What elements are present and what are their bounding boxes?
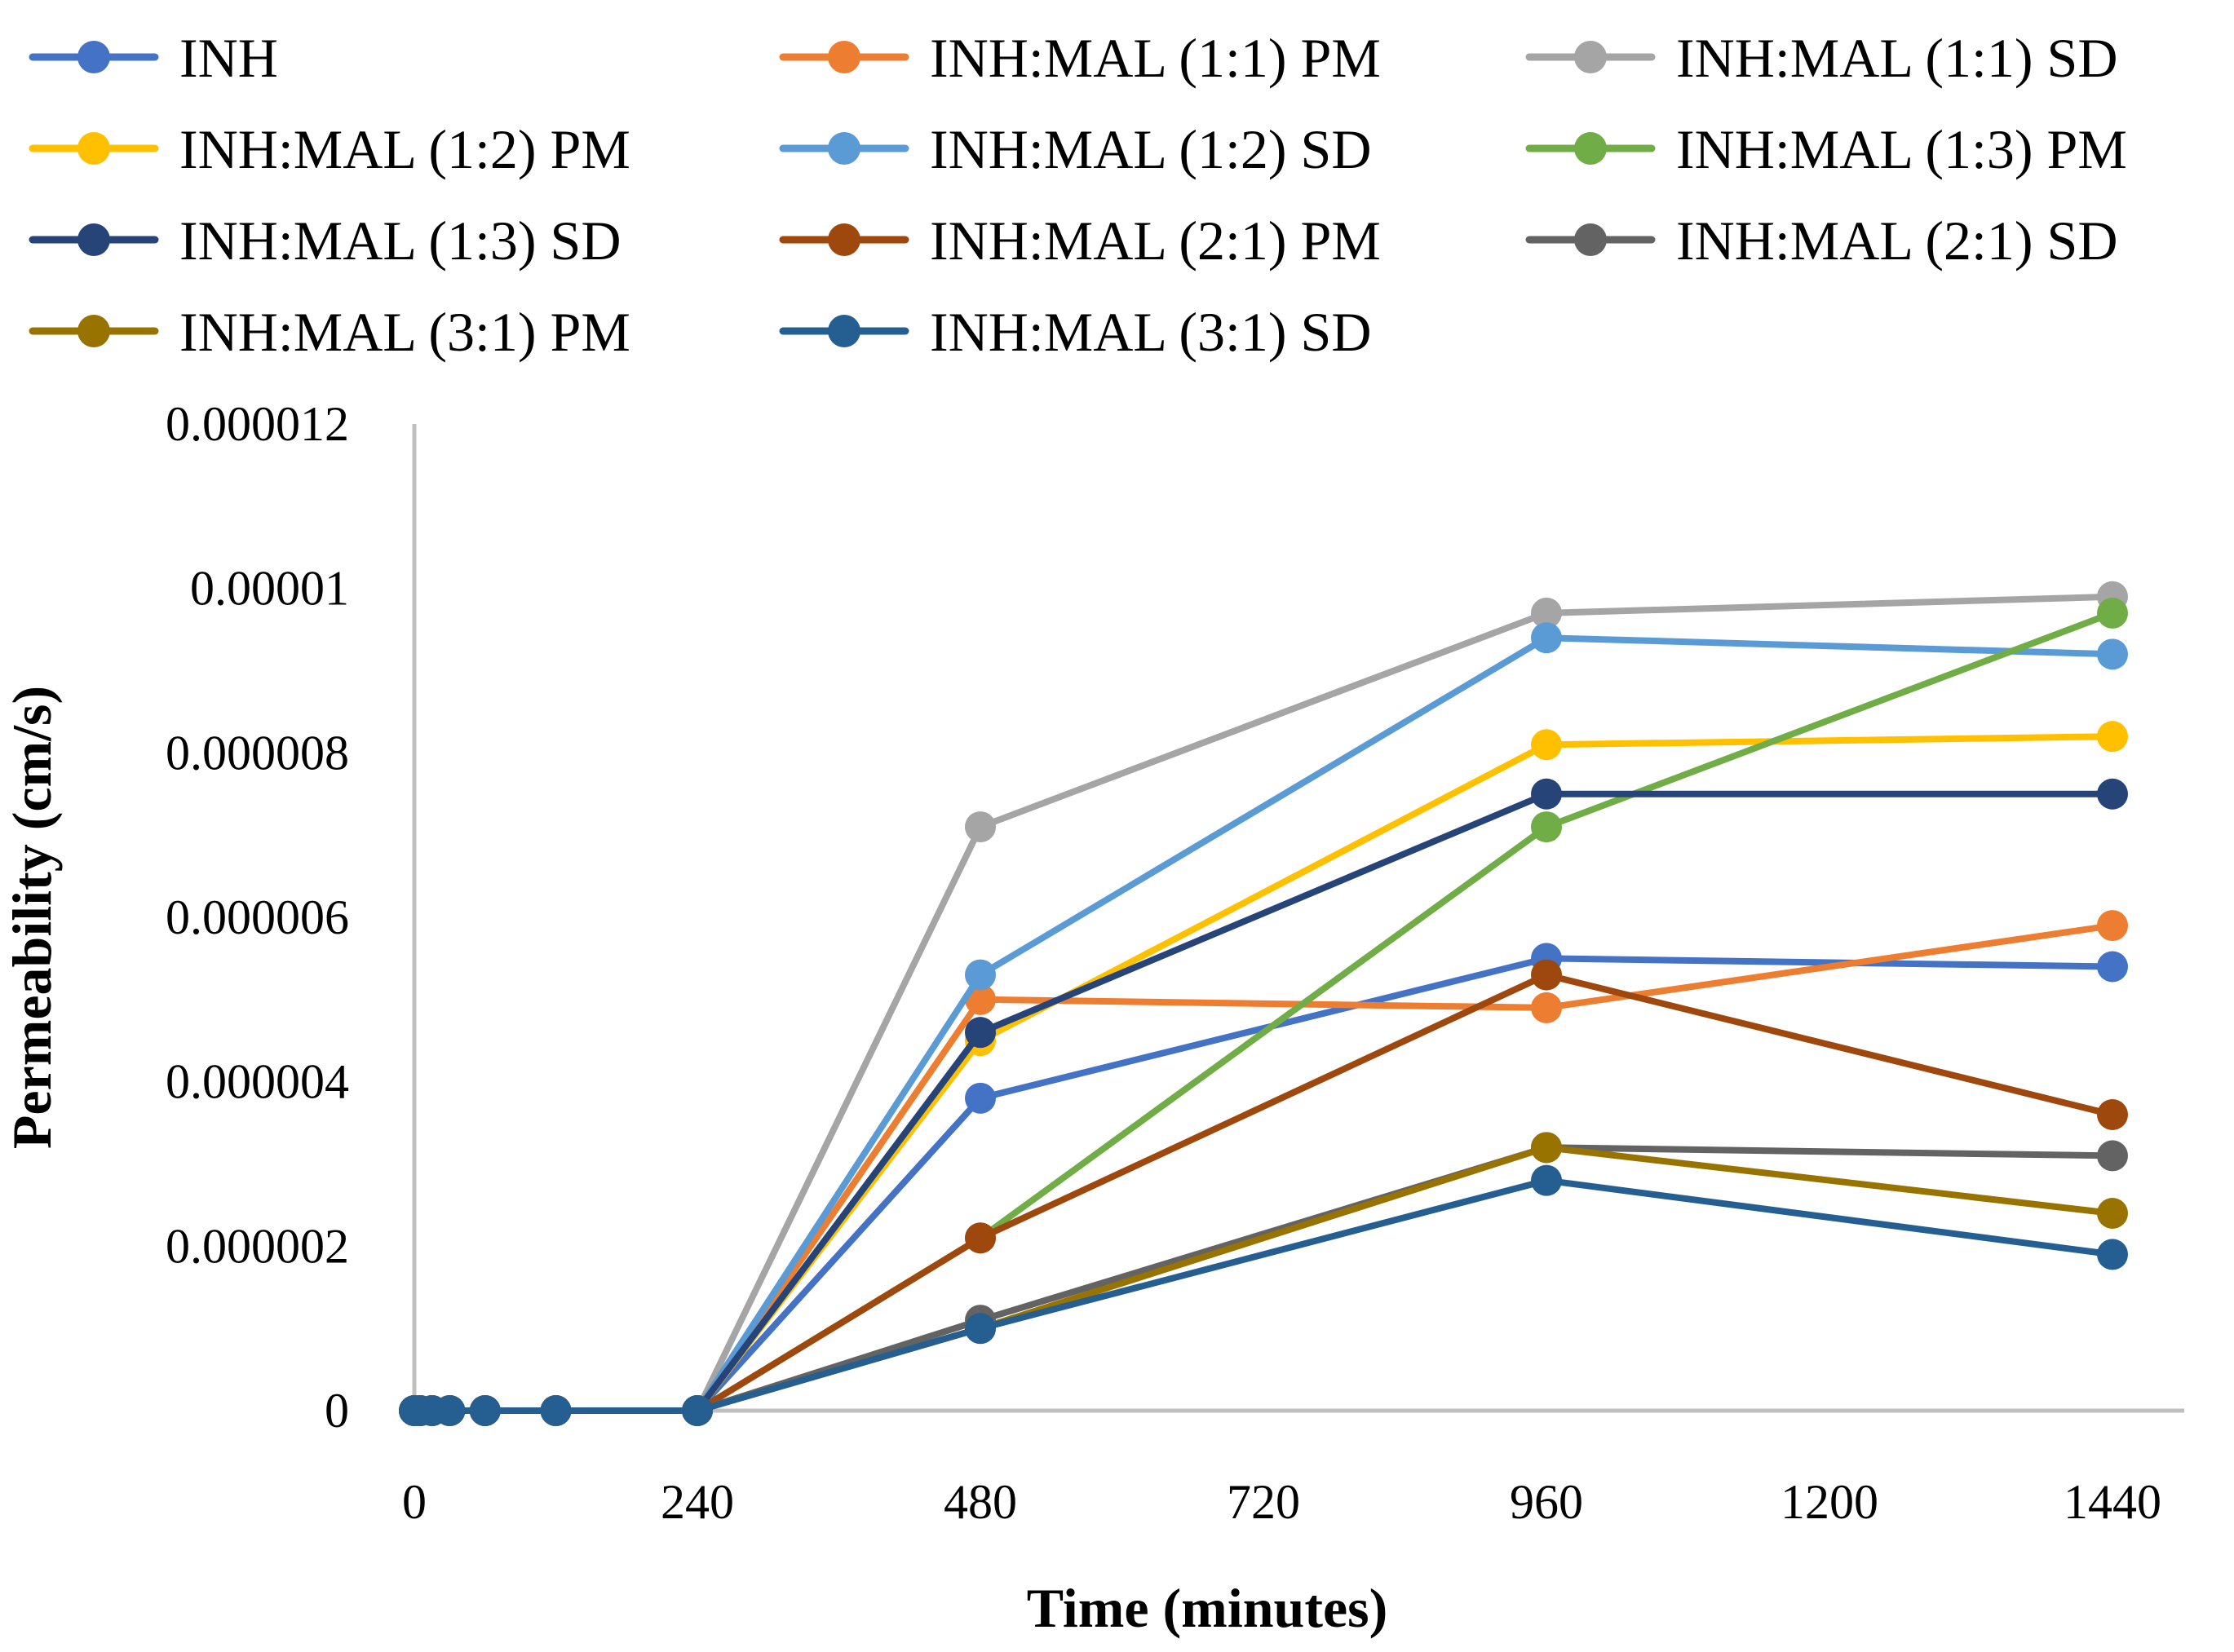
data-point [2097,1198,2128,1229]
data-point [1531,778,1562,810]
data-point [1531,959,1562,991]
legend-marker [828,223,860,256]
data-point [2097,951,2128,983]
x-tick-label: 0 [402,1475,427,1529]
y-tick-label: 0.000006 [166,890,349,944]
series-line [411,609,2116,1414]
legend-item: INH:MAL (1:1) SD [1525,27,2117,89]
data-point [2097,1140,2128,1172]
legend-item: INH:MAL (1:1) PM [779,27,1381,89]
x-axis-title: Time (minutes) [1027,1577,1388,1639]
data-point [2097,638,2128,670]
data-point [965,1313,996,1345]
legend-marker [1574,41,1607,73]
data-point [2097,721,2128,753]
y-tick-label: 0.000008 [166,726,349,780]
legend-marker [1574,223,1607,256]
x-tick-label: 960 [1510,1475,1583,1529]
data-point [1531,597,1562,629]
legend-label: INH:MAL (1:2) PM [179,118,630,180]
series-line [411,790,2116,1414]
x-axis-ticks: 0 240 480 720 960 1200 1440 [402,1475,2161,1529]
series-inh-mal-1-3-sd [399,778,2128,1426]
data-point [2097,597,2128,629]
series-inh-mal-3-1-pm [399,1132,2128,1426]
data-point [2097,1239,2128,1270]
data-point [1531,992,1562,1023]
legend: INH INH:MAL (1:1) PM INH:MAL (1:1) SD INH:M… [29,27,2127,363]
legend-label: INH:MAL (1:1) PM [930,27,1381,89]
data-point [965,959,996,991]
legend-marker [828,132,860,165]
series-inh-mal-2-1-sd [399,1132,2128,1426]
series-line [411,634,2116,1414]
legend-label: INH:MAL (3:1) SD [930,301,1371,363]
x-tick-label: 480 [944,1475,1017,1529]
data-point [965,811,996,843]
y-tick-label: 0 [325,1384,349,1438]
x-tick-label: 1200 [1781,1475,1878,1529]
legend-marker [828,315,860,347]
series-line [411,1144,2116,1414]
series-inh-mal-1-1-pm [399,910,2128,1426]
legend-label: INH:MAL (1:1) SD [1676,27,2117,89]
data-point [2097,910,2128,942]
legend-item: INH:MAL (2:1) PM [779,210,1381,272]
plot-series [399,581,2128,1426]
data-point [2097,778,2128,810]
legend-label: INH:MAL (1:3) PM [1676,118,2127,180]
x-tick-label: 1440 [2064,1475,2161,1529]
data-point [965,1017,996,1049]
legend-item: INH:MAL (1:2) SD [779,118,1371,180]
legend-item: INH:MAL (3:1) SD [779,301,1371,363]
data-point [1531,811,1562,843]
legend-item: INH [29,27,278,89]
legend-marker [77,315,110,347]
data-point [2097,1099,2128,1130]
x-tick-label: 240 [661,1475,734,1529]
legend-marker [1574,132,1607,165]
y-tick-label: 0.000012 [166,397,349,451]
data-point [1531,1164,1562,1196]
legend-item: INH:MAL (1:2) PM [29,118,630,180]
legend-item: INH:MAL (1:3) SD [29,210,621,272]
legend-label: INH:MAL (3:1) PM [179,301,630,363]
data-point [682,1395,713,1426]
series-line [411,733,2116,1414]
legend-marker [77,132,110,165]
data-point [1531,622,1562,654]
legend-label: INH:MAL (2:1) PM [930,210,1381,272]
legend-item: INH:MAL (2:1) SD [1525,210,2117,272]
series-inh-mal-1-2-pm [399,721,2128,1426]
legend-item: INH:MAL (3:1) PM [29,301,630,363]
data-point [1531,1132,1562,1164]
y-tick-label: 0.000004 [166,1055,349,1109]
data-point [1531,729,1562,761]
legend-label: INH:MAL (1:3) SD [179,210,621,272]
series-inh-mal-3-1-sd [399,1164,2128,1426]
y-tick-label: 0.00001 [190,562,349,616]
data-point [965,1082,996,1114]
legend-item: INH:MAL (1:3) PM [1525,118,2127,180]
legend-marker [77,223,110,256]
y-axis-title: Permeability (cm/s) [1,686,63,1149]
x-tick-label: 720 [1227,1475,1300,1529]
legend-marker [828,41,860,73]
data-point [469,1395,501,1426]
legend-label: INH:MAL (2:1) SD [1676,210,2117,272]
legend-label: INH [179,27,278,89]
series-line [411,1177,2116,1414]
y-axis-ticks: 0 0.000002 0.000004 0.000006 0.000008 0.00001… [166,397,349,1438]
data-point [965,1222,996,1254]
legend-marker [77,41,110,73]
y-tick-label: 0.000002 [166,1219,349,1273]
data-point [540,1395,572,1426]
legend-label: INH:MAL (1:2) SD [930,118,1371,180]
series-line [411,971,2116,1414]
series-line [411,922,2116,1414]
data-point [434,1395,466,1426]
